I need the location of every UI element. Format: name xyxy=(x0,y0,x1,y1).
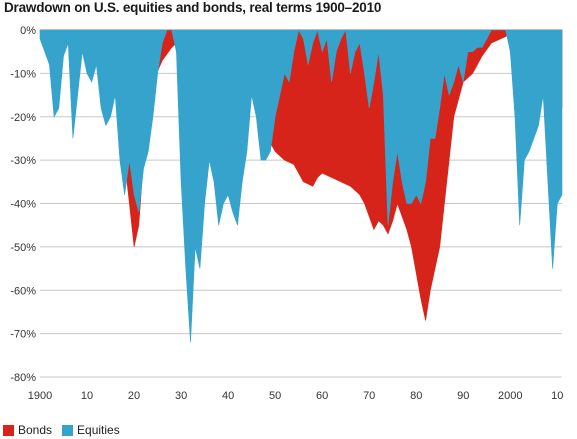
x-tick-label: 50 xyxy=(269,390,281,402)
x-tick-label: 30 xyxy=(175,390,187,402)
x-tick-label: 60 xyxy=(316,390,328,402)
x-tick-label: 2000 xyxy=(498,390,522,402)
y-tick-label: -80% xyxy=(10,372,36,384)
legend: Bonds Equities xyxy=(3,423,130,437)
legend-swatch-bonds xyxy=(3,424,14,436)
legend-item-equities: Equities xyxy=(62,423,120,437)
y-tick-label: -40% xyxy=(10,199,36,211)
series-area-equities xyxy=(39,28,563,343)
series-areas xyxy=(39,28,563,343)
x-axis-ticks: 1900 10 20 30 40 50 60 70 80 90 2000 10 xyxy=(28,390,564,402)
legend-item-bonds: Bonds xyxy=(3,423,52,437)
y-tick-label: 0% xyxy=(20,25,36,37)
x-tick-label: 20 xyxy=(128,390,140,402)
y-tick-label: -20% xyxy=(10,112,36,124)
y-axis-ticks: 0% -10% -20% -30% -40% -50% -60% -70% -80% xyxy=(10,25,36,384)
x-tick-label: 1900 xyxy=(28,390,52,402)
y-tick-label: -30% xyxy=(10,155,36,167)
x-tick-label: 10 xyxy=(81,390,93,402)
y-tick-label: -10% xyxy=(10,68,36,80)
legend-label-bonds: Bonds xyxy=(18,423,53,437)
chart-title: Drawdown on U.S. equities and bonds, rea… xyxy=(4,0,382,15)
legend-swatch-equities xyxy=(62,424,74,436)
y-tick-label: -50% xyxy=(10,242,36,254)
x-tick-label: 80 xyxy=(410,390,422,402)
legend-label-equities: Equities xyxy=(77,423,120,437)
x-tick-label: 90 xyxy=(457,390,469,402)
x-tick-label: 70 xyxy=(363,390,375,402)
y-tick-label: -70% xyxy=(10,329,36,341)
y-tick-label: -60% xyxy=(10,285,36,297)
x-tick-label: 40 xyxy=(222,390,234,402)
x-tick-label: 10 xyxy=(551,390,563,402)
